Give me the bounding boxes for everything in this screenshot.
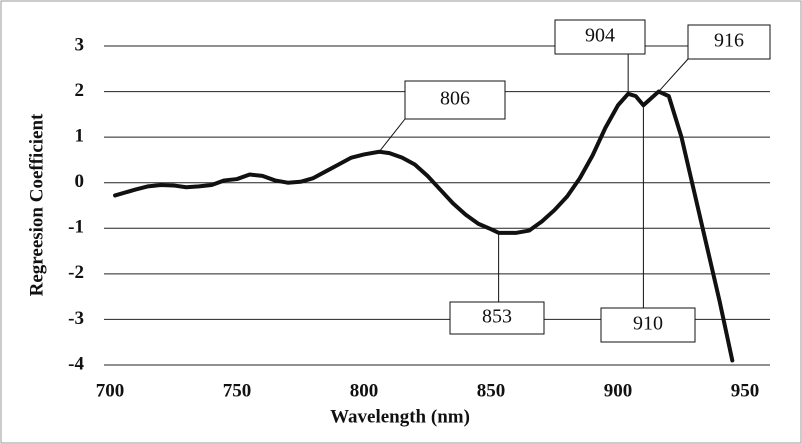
y-axis-title: Regreesion Coefficient	[26, 113, 47, 296]
y-tick-label: -1	[68, 217, 84, 238]
x-tick-label: 850	[477, 380, 506, 401]
y-tick-label: 1	[75, 126, 85, 147]
x-tick-label: 750	[223, 380, 252, 401]
y-tick-label: -3	[68, 308, 84, 329]
callout-label: 806	[440, 88, 470, 110]
y-tick-label: 2	[75, 80, 85, 101]
x-tick-label: 800	[350, 380, 379, 401]
y-tick-label: -4	[68, 353, 84, 374]
y-tick-label: 3	[75, 34, 85, 55]
callout-pointer	[659, 59, 688, 92]
y-tick-label: -2	[68, 262, 84, 283]
callout-label: 910	[633, 313, 663, 335]
x-tick-label: 900	[604, 380, 633, 401]
callout-label: 916	[714, 30, 744, 52]
x-tick-label: 950	[731, 380, 760, 401]
callout-pointer	[379, 119, 405, 152]
y-tick-label: 0	[75, 171, 85, 192]
callout-label: 853	[482, 306, 512, 328]
x-tick-label: 700	[96, 380, 125, 401]
x-axis-title: Wavelength (nm)	[330, 406, 470, 427]
chart: Wavelength (nm) Regreesion Coefficient -…	[0, 0, 802, 444]
callout-label: 904	[585, 25, 615, 47]
